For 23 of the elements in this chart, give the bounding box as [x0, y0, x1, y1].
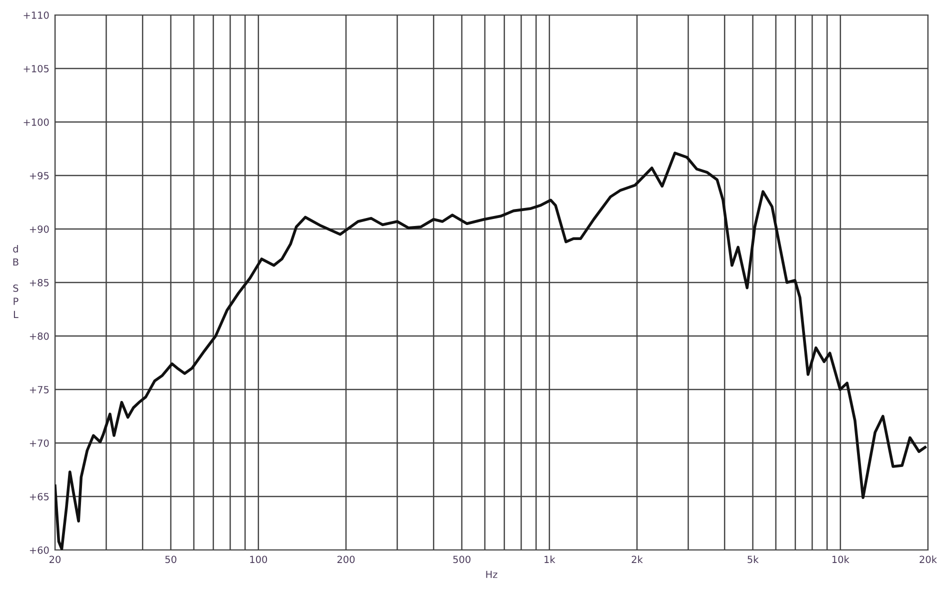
y-tick-label: +80 — [30, 332, 49, 340]
y-tick-label: +105 — [24, 64, 49, 72]
x-tick-label: 200 — [337, 556, 355, 564]
y-tick-label: +60 — [30, 546, 49, 554]
y-tick-label: +70 — [30, 439, 49, 447]
y-tick-label: +85 — [30, 278, 49, 286]
x-axis-title: Hz — [486, 570, 498, 578]
x-tick-label: 5k — [748, 556, 759, 564]
y-tick-label: +100 — [24, 118, 49, 126]
x-tick-label: 1k — [544, 556, 556, 563]
x-tick-label: 20 — [50, 556, 61, 564]
x-tick-label: 50 — [165, 556, 176, 564]
x-tick-label: 10k — [832, 556, 850, 564]
text: dB SPL — [13, 245, 18, 318]
x-tick-label: 20k — [920, 556, 937, 564]
y-tick-label: +75 — [30, 386, 49, 394]
x-tick-label: 2k — [632, 556, 643, 563]
y-tick-label: +110 — [24, 11, 49, 19]
y-tick-label: +95 — [30, 172, 49, 180]
y-tick-label: +90 — [30, 225, 49, 233]
x-tick-label: 100 — [250, 556, 268, 564]
y-tick-label: +65 — [30, 492, 49, 500]
x-tick-label: 500 — [453, 556, 470, 564]
